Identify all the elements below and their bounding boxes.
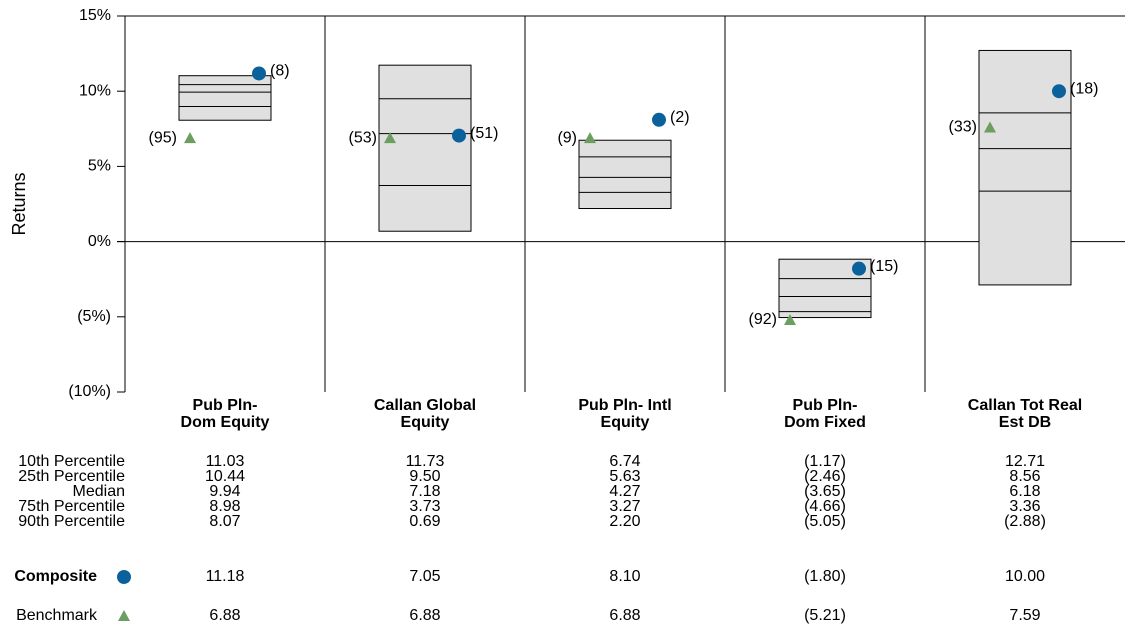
table-value: 10.00 xyxy=(1005,568,1045,585)
rank-label: (95) xyxy=(149,129,177,146)
benchmark-marker xyxy=(184,132,196,144)
y-tick-label: (10%) xyxy=(68,383,111,400)
rank-label: (18) xyxy=(1070,80,1098,97)
table-value: 3.36 xyxy=(1009,498,1040,515)
row-label: 90th Percentile xyxy=(18,513,125,530)
table-value: 7.05 xyxy=(409,568,440,585)
table-value: 6.74 xyxy=(609,453,640,470)
rank-label: (33) xyxy=(949,119,977,136)
table-value: (2.88) xyxy=(1004,513,1046,530)
category-label: Pub Pln- Dom Equity xyxy=(180,397,270,431)
table-value: 11.03 xyxy=(206,453,245,470)
rank-label: (15) xyxy=(870,258,898,275)
y-tick-label: 10% xyxy=(79,82,111,99)
percentile-box xyxy=(178,75,272,121)
y-axis-label: Returns xyxy=(9,172,29,235)
rank-label: (51) xyxy=(470,125,498,142)
rank-label: (53) xyxy=(349,129,377,146)
rank-label: (92) xyxy=(749,311,777,328)
benchmark-marker xyxy=(384,132,396,144)
category-label: Callan Global Equity xyxy=(373,397,477,431)
composite-marker xyxy=(1052,84,1066,99)
table-value: 3.27 xyxy=(609,498,640,515)
table-value: 12.71 xyxy=(1005,453,1045,470)
row-label: Median xyxy=(73,483,125,500)
table-value: (5.21) xyxy=(804,607,846,624)
rank-label: (9) xyxy=(557,129,577,146)
table-value: 9.94 xyxy=(209,483,240,500)
category-label: Callan Tot Real Est DB xyxy=(967,397,1083,431)
legend-marker xyxy=(117,570,131,584)
y-tick-label: (5%) xyxy=(77,308,111,325)
table-value: 11.18 xyxy=(206,568,245,585)
y-tick-label: 15% xyxy=(79,7,111,24)
table-value: (4.66) xyxy=(804,498,846,515)
table-value: 6.88 xyxy=(209,607,240,624)
table-value: 7.59 xyxy=(1009,607,1040,624)
table-value: 8.07 xyxy=(209,513,240,530)
table-value: 4.27 xyxy=(609,483,640,500)
table-value: 8.56 xyxy=(1009,468,1040,485)
table-value: 8.98 xyxy=(209,498,240,515)
y-tick-label: 0% xyxy=(88,233,111,250)
table-value: 10.44 xyxy=(205,468,245,485)
rank-label: (8) xyxy=(270,63,290,80)
row-label: Composite xyxy=(14,568,97,585)
table-value: 2.20 xyxy=(609,513,640,530)
benchmark-marker xyxy=(584,132,596,144)
percentile-box xyxy=(378,64,472,232)
table-value: 6.18 xyxy=(1009,483,1040,500)
category-label: Pub Pln- Dom Fixed xyxy=(784,397,866,431)
row-label: 75th Percentile xyxy=(18,498,125,515)
category-label: Pub Pln- Intl Equity xyxy=(578,397,672,431)
percentile-box xyxy=(578,139,672,210)
table-value: 7.18 xyxy=(409,483,440,500)
table-value: (2.46) xyxy=(804,468,846,485)
composite-marker xyxy=(652,112,666,127)
composite-marker xyxy=(252,66,266,81)
y-tick-label: 5% xyxy=(88,158,111,175)
row-label: 10th Percentile xyxy=(18,453,125,470)
table-value: 0.69 xyxy=(409,513,440,530)
composite-marker xyxy=(452,128,466,143)
table-value: 9.50 xyxy=(409,468,440,485)
table-value: 8.10 xyxy=(609,568,640,585)
table-value: (1.80) xyxy=(804,568,846,585)
composite-marker xyxy=(852,261,866,276)
row-label: Benchmark xyxy=(16,607,98,624)
benchmark-marker xyxy=(984,121,996,133)
rank-label: (2) xyxy=(670,109,690,126)
table-value: 3.73 xyxy=(409,498,440,515)
table-value: (1.17) xyxy=(804,453,846,470)
table-value: 11.73 xyxy=(406,453,445,470)
legend-marker xyxy=(118,610,130,621)
table-value: (5.05) xyxy=(804,513,846,530)
benchmark-marker xyxy=(784,313,796,325)
table-value: 5.63 xyxy=(609,468,640,485)
row-label: 25th Percentile xyxy=(18,468,125,485)
table-value: 6.88 xyxy=(409,607,440,624)
table-value: 6.88 xyxy=(609,607,640,624)
table-value: (3.65) xyxy=(804,483,846,500)
